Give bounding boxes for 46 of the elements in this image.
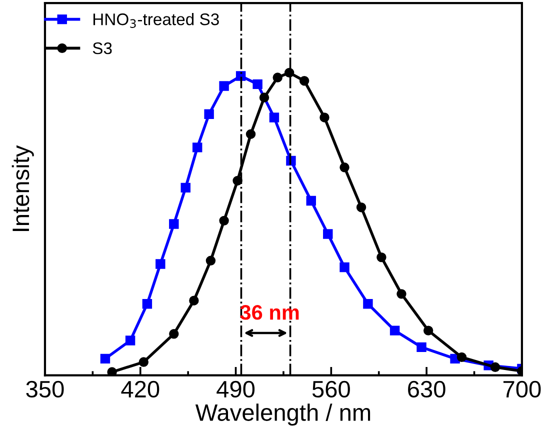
point xyxy=(204,109,214,120)
point xyxy=(138,357,149,367)
point xyxy=(125,336,136,346)
x-tick-label: 420 xyxy=(121,380,160,398)
point xyxy=(156,259,166,269)
x-axis-title: Wavelength / nm xyxy=(195,404,370,426)
point xyxy=(272,72,282,82)
x-tick-label: 700 xyxy=(503,380,541,398)
point xyxy=(219,81,229,91)
point xyxy=(169,219,179,229)
point xyxy=(142,299,152,309)
point xyxy=(100,354,110,364)
point xyxy=(376,252,386,262)
y-axis-title: Intensity xyxy=(12,145,34,231)
point xyxy=(396,289,406,299)
point xyxy=(189,296,199,306)
point xyxy=(490,362,500,372)
point xyxy=(306,196,316,206)
x-tick-label: 350 xyxy=(26,380,64,398)
point xyxy=(219,216,229,226)
point xyxy=(284,68,294,78)
point xyxy=(299,76,310,86)
point xyxy=(259,92,270,102)
point xyxy=(169,329,179,339)
point xyxy=(206,256,216,266)
legend-label: S3 xyxy=(92,42,112,54)
point xyxy=(246,129,256,139)
point xyxy=(416,342,426,352)
point xyxy=(356,202,366,212)
x-tick-label: 560 xyxy=(312,380,350,398)
point xyxy=(192,142,202,152)
x-tick-label: 630 xyxy=(408,380,446,398)
point xyxy=(269,112,280,122)
point xyxy=(180,182,190,193)
point xyxy=(340,162,350,172)
point xyxy=(423,326,434,336)
point xyxy=(340,262,350,272)
point xyxy=(107,367,117,376)
point xyxy=(320,112,330,122)
point xyxy=(323,229,333,239)
point xyxy=(456,352,467,362)
point xyxy=(252,79,262,90)
legend-label: HNO$_{3}$-treated S3 xyxy=(93,12,219,28)
point xyxy=(363,299,373,309)
point xyxy=(390,326,400,336)
x-tick-label: 490 xyxy=(216,380,255,398)
